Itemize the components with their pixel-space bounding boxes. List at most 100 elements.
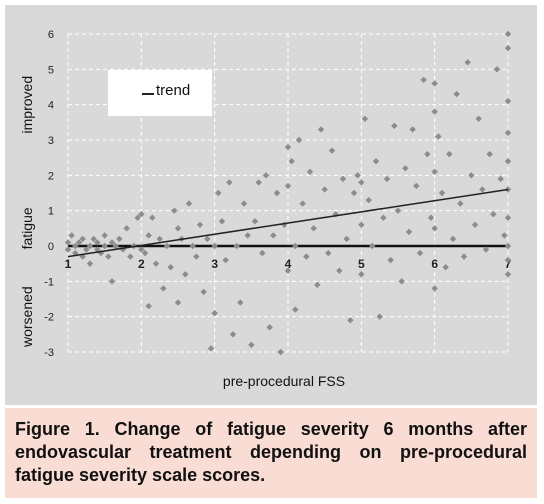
data-point (361, 115, 369, 122)
data-point (196, 221, 204, 228)
y-tick-label: 3 (48, 135, 54, 147)
data-point (391, 122, 398, 130)
data-point (79, 235, 86, 243)
data-point (248, 341, 255, 349)
data-point (431, 168, 438, 175)
data-point (152, 260, 160, 267)
data-point (171, 207, 178, 214)
x-tick-label: 1 (65, 257, 72, 271)
data-point (211, 242, 218, 250)
data-point (94, 239, 101, 246)
data-point (504, 214, 512, 221)
data-point (284, 182, 292, 190)
data-point (200, 288, 207, 296)
data-point (431, 80, 438, 87)
data-point (431, 225, 438, 232)
data-point (138, 246, 145, 253)
data-point (475, 115, 482, 122)
legend-trend-label: trend (156, 82, 191, 99)
data-point (90, 235, 97, 243)
y-tick-label: 1 (48, 206, 54, 218)
data-point (431, 285, 438, 292)
plot-area (5, 5, 537, 405)
data-point (376, 313, 383, 320)
data-point (427, 214, 435, 221)
data-point (372, 158, 380, 165)
data-point (160, 285, 167, 292)
data-point (292, 242, 299, 250)
data-point (101, 232, 108, 239)
data-point (394, 207, 402, 214)
data-point (207, 345, 215, 352)
data-point (108, 239, 116, 246)
trend-line (67, 188, 509, 258)
data-point (204, 235, 211, 243)
data-point (68, 232, 75, 239)
data-point (295, 136, 303, 144)
data-point (442, 264, 449, 271)
y-tick-label: 6 (48, 29, 54, 41)
x-tick-label: 5 (358, 257, 365, 271)
legend-trend-swatch (142, 93, 154, 95)
data-point (350, 189, 358, 197)
x-tick-label: 7 (505, 257, 512, 271)
data-point (259, 249, 266, 257)
data-point (237, 299, 244, 306)
data-point (438, 189, 446, 197)
data-point (347, 317, 354, 324)
data-point (189, 242, 196, 250)
data-point (317, 126, 325, 133)
y-tick-label: 5 (48, 64, 54, 76)
data-point (138, 211, 145, 218)
figure-caption-box: Figure 1. Change of fatigue severity 6 m… (5, 408, 537, 498)
data-point (255, 179, 262, 186)
data-point (490, 211, 497, 218)
data-point (299, 200, 306, 207)
data-point (504, 97, 512, 105)
data-point (193, 253, 200, 260)
data-point (457, 200, 464, 207)
y-tick-label: 0 (48, 241, 54, 253)
data-point (405, 228, 413, 236)
data-point (420, 76, 427, 84)
y-tick-label: 4 (48, 100, 54, 112)
data-point (321, 186, 328, 193)
data-point (233, 242, 240, 250)
data-point (482, 246, 490, 253)
data-point (504, 44, 512, 52)
data-point (251, 218, 259, 225)
data-point (409, 126, 416, 133)
data-point (116, 235, 123, 243)
data-point (504, 30, 512, 38)
x-tick-label: 6 (431, 257, 438, 271)
data-point (468, 172, 475, 179)
data-point (504, 129, 512, 137)
data-point (460, 253, 468, 260)
figure-caption: Figure 1. Change of fatigue severity 6 m… (15, 419, 527, 485)
data-point (86, 242, 94, 250)
data-point (497, 175, 504, 183)
legend: trend (108, 70, 212, 116)
data-point (108, 278, 116, 285)
data-point (358, 271, 365, 278)
x-tick-label: 4 (285, 257, 292, 271)
data-point (303, 253, 310, 260)
data-point (262, 172, 270, 179)
data-point (226, 179, 233, 186)
data-point (75, 239, 83, 246)
data-point (127, 253, 134, 260)
data-point (479, 186, 486, 193)
data-point (149, 214, 156, 221)
data-point (358, 221, 365, 228)
data-point (185, 200, 193, 207)
data-point (369, 242, 376, 250)
data-point (314, 281, 321, 289)
data-point (215, 189, 222, 197)
data-point (449, 235, 457, 243)
data-point (431, 108, 438, 115)
data-point (354, 172, 361, 179)
data-point (167, 264, 174, 271)
data-point (284, 143, 292, 151)
data-point (504, 158, 512, 165)
